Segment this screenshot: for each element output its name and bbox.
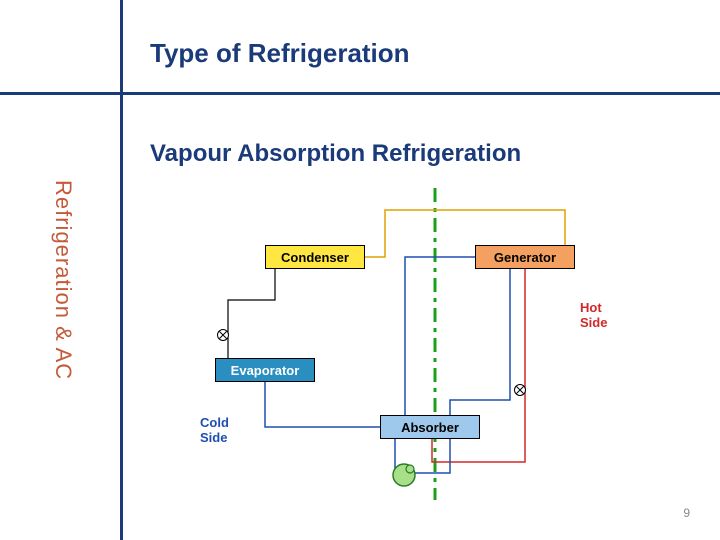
page-number: 9 <box>683 506 690 520</box>
condenser-box: Condenser <box>265 245 365 269</box>
pipes-svg <box>150 190 680 510</box>
hot-side-label: Hot Side <box>580 300 607 330</box>
cold-side-label: Cold Side <box>200 415 229 445</box>
pipe-4 <box>265 382 380 427</box>
page-title: Type of Refrigeration <box>150 38 410 69</box>
pipe-3 <box>228 269 275 358</box>
frame-left-line <box>120 0 123 540</box>
absorber-box: Absorber <box>380 415 480 439</box>
pump-icon <box>393 464 415 486</box>
pipe-6 <box>415 269 510 473</box>
diagram-canvas: Condenser Generator Evaporator Absorber … <box>150 190 680 510</box>
side-label: Refrigeration & AC <box>50 180 76 380</box>
pipe-1 <box>405 257 475 415</box>
generator-box: Generator <box>475 245 575 269</box>
evaporator-box: Evaporator <box>215 358 315 382</box>
expansion-valve-icon <box>515 385 526 396</box>
page-subtitle: Vapour Absorption Refrigeration <box>150 140 521 168</box>
expansion-valve-icon <box>218 330 229 341</box>
frame-top-line <box>0 92 720 95</box>
